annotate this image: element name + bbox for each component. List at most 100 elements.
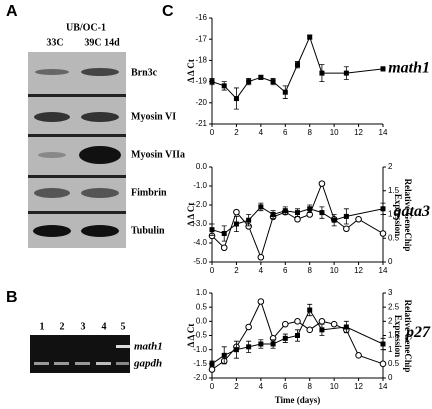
gene-label: math1 [388, 60, 430, 77]
marker [307, 307, 313, 313]
x-tick-label: 14 [379, 266, 388, 275]
marker [233, 208, 240, 216]
y-tick-label: -1.0 [193, 181, 207, 190]
marker [208, 366, 216, 373]
marker [295, 210, 300, 216]
lane-label: 3 [81, 321, 86, 332]
y2-tick-label: 0 [388, 257, 393, 266]
gel [30, 335, 130, 373]
marker [343, 225, 350, 233]
marker [233, 347, 239, 353]
marker [281, 320, 289, 328]
x-tick-label: 14 [379, 128, 388, 137]
lane-label: 2 [60, 321, 65, 332]
y2-tick-label: 2 [388, 162, 393, 171]
y-tick-label: -16 [195, 13, 207, 22]
marker [233, 221, 239, 227]
x-tick-label: 4 [259, 128, 264, 137]
marker [380, 206, 386, 212]
y-tick-label: -20 [195, 98, 207, 107]
marker [258, 74, 264, 80]
x-tick-label: 6 [283, 128, 288, 137]
marker [379, 360, 387, 368]
y2-axis-label: Relative GeneChip Expression [393, 299, 413, 372]
marker [233, 96, 239, 102]
marker [221, 231, 227, 236]
marker [307, 34, 313, 40]
y2-tick-label: 0 [388, 373, 393, 382]
y-axis-label: Δ Δ Ct [186, 324, 196, 348]
marker [220, 244, 228, 252]
marker [318, 180, 326, 187]
y-tick-label: -4.0 [193, 238, 207, 247]
marker [221, 83, 227, 89]
x-tick-label: 2 [234, 382, 239, 391]
marker [282, 208, 288, 214]
y-tick-label: -17 [195, 34, 207, 43]
y2-tick-label: 0.5 [388, 233, 400, 242]
y-tick-label: -0.5 [193, 331, 207, 340]
marker [246, 217, 252, 223]
protein-label: Myosin VIIa [131, 149, 185, 160]
y-tick-label: -5.0 [193, 257, 207, 266]
y2-tick-label: 1.5 [388, 331, 400, 340]
panel-label: A [6, 3, 18, 20]
marker [294, 215, 301, 223]
marker [319, 70, 325, 76]
x-tick-label: 0 [210, 382, 215, 391]
marker [209, 227, 215, 233]
y2-tick-label: 1.5 [388, 186, 400, 195]
marker [257, 253, 265, 261]
marker [270, 212, 276, 217]
y2-tick-label: 0.5 [388, 359, 400, 368]
marker [245, 323, 252, 331]
y2-tick-label: 1 [388, 345, 393, 354]
lane-label: 5 [121, 321, 126, 332]
marker [246, 344, 252, 350]
lane-label: 4 [102, 321, 107, 332]
marker [355, 215, 362, 223]
marker [319, 210, 325, 216]
x-tick-label: 4 [259, 382, 264, 391]
x-tick-label: 12 [354, 128, 363, 137]
marker [355, 352, 362, 359]
marker [380, 341, 386, 347]
x-tick-label: 12 [354, 382, 363, 391]
x-tick-label: 10 [330, 382, 339, 391]
y-tick-label: 0.0 [196, 316, 208, 325]
protein-label: Fimbrin [131, 187, 167, 198]
western-blot [28, 52, 126, 248]
x-tick-label: 2 [234, 266, 239, 275]
marker [221, 352, 227, 358]
x-tick-label: 12 [354, 266, 363, 275]
marker [282, 335, 288, 341]
marker [246, 79, 252, 85]
marker [258, 341, 264, 347]
marker [295, 62, 300, 68]
marker [380, 66, 386, 72]
marker [258, 204, 264, 210]
condition: 33C [46, 37, 63, 48]
y-tick-label: -2.0 [193, 200, 207, 209]
panel-label: B [6, 289, 18, 306]
y-tick-label: -1.0 [193, 345, 207, 354]
y-axis-label: Δ Δ Ct [186, 203, 196, 227]
y2-tick-label: 2.5 [388, 302, 400, 311]
protein-label: Brn3c [131, 67, 158, 78]
x-tick-label: 8 [307, 266, 312, 275]
marker [306, 326, 314, 334]
y-tick-label: -1.5 [193, 359, 207, 368]
lane-label: 1 [40, 321, 45, 332]
x-tick-label: 14 [379, 382, 388, 391]
marker [209, 361, 215, 367]
y-tick-label: -2.0 [193, 373, 207, 382]
marker [257, 298, 265, 305]
marker [270, 79, 276, 85]
gene-label: math1 [134, 341, 163, 353]
y-tick-label: -21 [195, 119, 207, 128]
marker [294, 318, 301, 325]
y-axis-label: Δ Δ Ct [186, 59, 196, 83]
x-tick-label: 4 [259, 266, 264, 275]
marker [330, 320, 338, 328]
